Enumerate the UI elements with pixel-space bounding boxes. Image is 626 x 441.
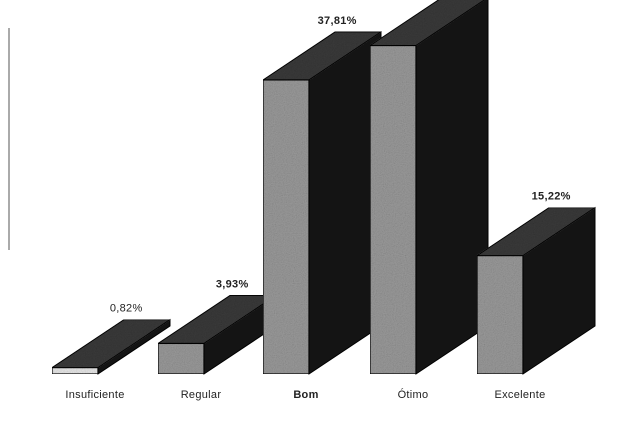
labels-group: 0,82%Insuficiente3,93%Regular37,81%Bom42… [65,15,571,401]
bar-front-face [262,79,310,375]
bar-otimo [368,0,489,375]
category-label: Regular [181,389,222,401]
value-label: 37,81% [318,15,357,27]
bar-bom [261,30,383,375]
bars-group [50,0,597,375]
category-label: Excelente [494,389,545,401]
bar-regular [156,294,278,375]
category-label: Insuficiente [65,389,124,401]
bar-front-face [476,255,524,375]
value-label: 0,82% [110,303,143,315]
category-label: Ótimo [398,388,429,401]
value-label: 3,93% [216,278,249,290]
bar-front-face [369,44,417,375]
bar-front-face [51,367,99,375]
bar-front-face [157,342,205,375]
bar-excelente [475,206,597,375]
category-label: Bom [293,389,318,401]
bar-insuficiente [50,318,172,375]
value-label: 15,22% [532,191,571,203]
